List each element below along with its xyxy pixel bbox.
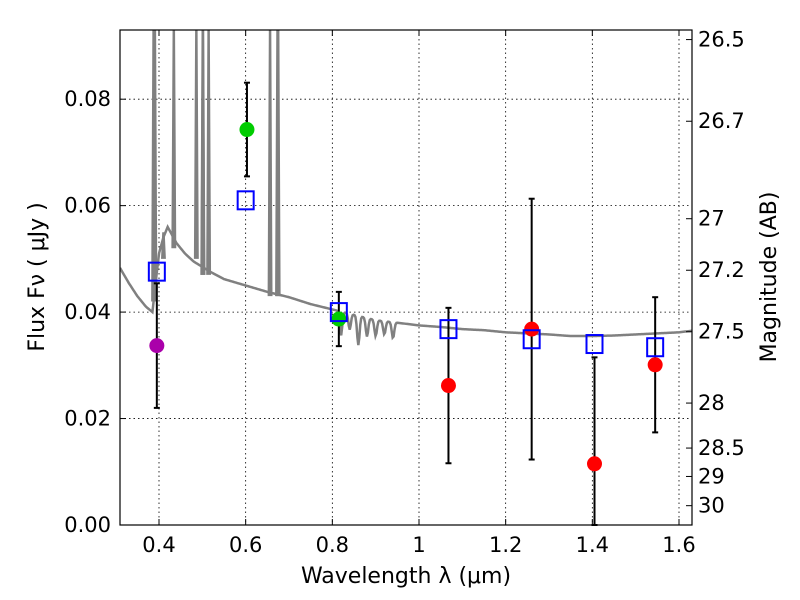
magnitude-tick-label: 26.7: [698, 109, 745, 133]
model_photometry-point: [329, 302, 348, 323]
emission-line: [275, 30, 281, 297]
observed_red-point: [647, 357, 663, 373]
emission-line: [152, 30, 158, 291]
observed_green-point: [331, 311, 347, 327]
y-tick-label: 0.06: [64, 194, 111, 218]
emission-line: [206, 30, 212, 275]
emission-line: [171, 30, 177, 249]
x-tick-label: 1: [412, 533, 425, 557]
y-axis-right-label: Magnitude (AB): [757, 192, 782, 363]
model-spectrum-layer: [120, 30, 692, 346]
model_photometry-point: [236, 190, 255, 211]
model-spectrum-line: [120, 224, 692, 346]
magnitude-tick-label: 27.2: [698, 258, 745, 282]
magnitude-tick-label: 27: [698, 207, 725, 231]
x-tick-label: 0.8: [316, 533, 349, 557]
y-axis-label: Flux Fν ( μJy ): [25, 202, 50, 351]
x-tick-label: 0.4: [142, 533, 175, 557]
y-tick-label: 0.08: [64, 87, 111, 111]
observed_purple-point: [149, 338, 165, 354]
y-tick-label: 0.02: [64, 407, 111, 431]
x-tick-label: 0.6: [229, 533, 262, 557]
observed_red-point: [587, 456, 602, 472]
emission-line: [267, 30, 273, 297]
y-tick-label: 0.00: [64, 513, 111, 537]
y-tick-label: 0.04: [64, 300, 111, 324]
magnitude-tick-label: 28: [698, 391, 725, 415]
plot-frame: [119, 29, 693, 526]
grid-layer: [120, 30, 692, 526]
x-tick-label: 1.6: [662, 533, 695, 557]
observed_green-point: [239, 122, 255, 138]
x-axis-label: Wavelength λ (μm): [301, 564, 511, 589]
model_photometry-point: [439, 319, 458, 340]
magnitude-tick-label: 26.5: [698, 28, 745, 52]
emission-line: [193, 30, 199, 259]
observed_red-point: [440, 378, 456, 394]
axis-layer: 0.4 0.6 0.8 1 1.2 1.4 1.6 0.00 0.02 0.04 0.06 0.08 2…: [64, 28, 745, 557]
x-tick-label: 1.2: [489, 533, 522, 557]
model_photometry-point: [147, 261, 166, 282]
magnitude-tick-label: 27.5: [698, 320, 745, 344]
emission-line: [161, 232, 166, 259]
magnitude-tick-label: 29: [698, 464, 725, 488]
observed_red-point: [524, 321, 540, 337]
model_photometry-point: [585, 334, 604, 355]
model_photometry-point: [646, 337, 665, 358]
magnitude-tick-label: 28.5: [698, 436, 745, 460]
magnitude-tick-label: 30: [698, 494, 725, 518]
model_photometry-point: [522, 329, 541, 350]
data-points-layer: [147, 81, 665, 526]
x-tick-label: 1.4: [576, 533, 609, 557]
emission-line: [200, 30, 206, 275]
